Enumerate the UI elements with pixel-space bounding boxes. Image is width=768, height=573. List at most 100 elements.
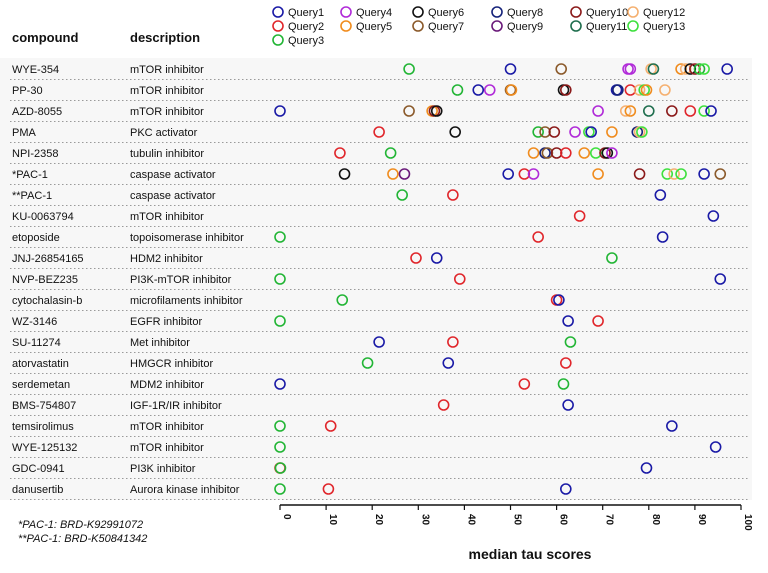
compound-label: JNJ-26854165 xyxy=(12,253,84,265)
description-label: mTOR inhibitor xyxy=(130,64,204,76)
compound-label: SU-11274 xyxy=(12,337,61,349)
data-point xyxy=(569,126,581,138)
description-label: mTOR inhibitor xyxy=(130,442,204,454)
footnote-pac1-alt: **PAC-1: BRD-K50841342 xyxy=(18,533,148,545)
data-point xyxy=(573,210,586,222)
data-point xyxy=(447,336,459,348)
x-tick-label: 50 xyxy=(512,514,523,526)
data-point xyxy=(553,294,565,306)
data-point xyxy=(624,63,637,75)
compound-label: PP-30 xyxy=(12,85,43,97)
data-point xyxy=(527,147,540,159)
data-point xyxy=(447,189,459,201)
data-point xyxy=(668,168,680,180)
description-label: microfilaments inhibitor xyxy=(130,295,243,307)
data-point xyxy=(654,189,667,201)
compound-label: WYE-354 xyxy=(12,64,59,76)
data-point xyxy=(714,273,727,285)
compound-label: etoposide xyxy=(12,232,60,244)
x-tick-label: 80 xyxy=(650,514,661,526)
description-column-header: description xyxy=(130,30,201,45)
compound-label: AZD-8055 xyxy=(12,106,62,118)
legend-marker xyxy=(272,20,284,32)
data-point xyxy=(560,483,572,495)
description-label: PI3K-mTOR inhibitor xyxy=(130,274,232,286)
data-point xyxy=(557,378,570,390)
data-point xyxy=(642,105,655,117)
data-point xyxy=(606,147,618,159)
data-point xyxy=(274,483,286,495)
data-point xyxy=(619,105,632,117)
data-point xyxy=(274,462,287,474)
data-point xyxy=(483,84,496,96)
data-point xyxy=(562,315,574,327)
legend-marker xyxy=(272,34,284,46)
data-point xyxy=(336,294,349,306)
data-point xyxy=(324,420,337,432)
data-point xyxy=(437,399,450,411)
data-point xyxy=(585,126,597,138)
x-tick-label: 10 xyxy=(327,514,338,526)
data-point xyxy=(472,84,485,96)
x-tick-label: 60 xyxy=(558,514,569,526)
data-point xyxy=(684,105,697,117)
legend-label: Query1 xyxy=(288,7,324,19)
data-point xyxy=(334,147,346,159)
compound-label: atorvastatin xyxy=(12,358,69,370)
description-label: mTOR inhibitor xyxy=(130,421,204,433)
data-point xyxy=(274,273,286,285)
description-label: topoisomerase inhibitor xyxy=(130,232,244,244)
data-point xyxy=(636,126,648,138)
data-point xyxy=(592,168,604,180)
legend-marker xyxy=(570,20,582,32)
data-point xyxy=(403,63,415,75)
data-point xyxy=(274,231,286,243)
data-point xyxy=(274,378,286,390)
data-point xyxy=(633,84,646,96)
data-point xyxy=(606,126,618,138)
data-point xyxy=(560,147,572,159)
compound-label: serdemetan xyxy=(12,379,70,391)
legend-label: Query6 xyxy=(428,7,464,19)
plot-background xyxy=(0,58,752,500)
legend-marker xyxy=(491,6,503,18)
legend-label: Query8 xyxy=(507,7,543,19)
data-point xyxy=(527,168,540,180)
data-point xyxy=(555,63,568,75)
data-point xyxy=(709,441,722,453)
data-point xyxy=(361,357,374,369)
legend-label: Query4 xyxy=(356,7,392,19)
x-tick-label: 90 xyxy=(696,514,707,526)
data-point xyxy=(624,105,637,117)
compound-label: NPI-2358 xyxy=(12,148,58,160)
x-tick-label: 40 xyxy=(465,514,476,526)
legend-marker xyxy=(627,6,639,18)
compound-label: NVP-BEZ235 xyxy=(12,274,78,286)
data-point xyxy=(721,63,733,75)
data-point xyxy=(564,336,577,348)
legend-marker xyxy=(340,6,352,18)
data-point xyxy=(548,126,561,138)
data-point xyxy=(384,147,397,159)
legend-marker xyxy=(412,6,424,18)
data-point xyxy=(373,336,385,348)
data-point xyxy=(274,105,286,117)
description-label: tubulin inhibitor xyxy=(130,148,204,160)
description-label: EGFR inhibitor xyxy=(130,316,202,328)
data-point xyxy=(449,126,461,138)
data-point xyxy=(562,399,574,411)
x-tick-label: 20 xyxy=(373,514,384,526)
data-point xyxy=(592,315,604,327)
description-label: mTOR inhibitor xyxy=(130,85,204,97)
data-point xyxy=(666,105,678,117)
data-point xyxy=(274,441,286,453)
x-tick-label: 70 xyxy=(604,514,615,526)
data-point xyxy=(640,462,653,474)
data-point xyxy=(698,63,710,75)
data-point xyxy=(518,378,531,390)
description-label: Aurora kinase inhibitor xyxy=(130,484,240,496)
data-point xyxy=(707,210,720,222)
data-point xyxy=(659,84,671,96)
compound-column-header: compound xyxy=(12,30,79,45)
